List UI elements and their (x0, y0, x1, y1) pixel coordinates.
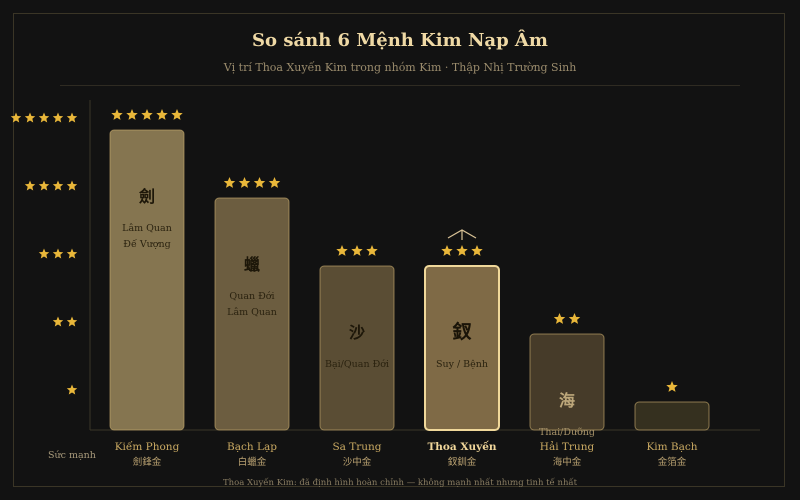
bar (424, 265, 500, 431)
bar-star (366, 245, 378, 256)
y-axis-label: Sức mạnh (48, 450, 96, 461)
bar-star (253, 177, 266, 188)
bar (634, 401, 710, 431)
chart-footnote: Thoa Xuyến Kim: đã định hình hoàn chỉnh … (222, 478, 578, 488)
chart-title: So sánh 6 Mệnh Kim Nạp Âm (252, 30, 548, 51)
bar-stage-label: Quan Đới (229, 291, 274, 302)
bar (109, 129, 185, 431)
bar (214, 197, 290, 431)
bar-star (141, 109, 153, 120)
bar-star (111, 109, 123, 120)
y-tick-star (52, 316, 64, 327)
bar-character: 蠟 (244, 255, 260, 274)
y-tick-star (66, 180, 78, 191)
highlight-marker (447, 229, 477, 240)
y-tick-star (24, 180, 36, 191)
bar-stage-label: Lâm Quan (122, 223, 172, 234)
y-tick-star (66, 112, 78, 123)
bar-star (351, 245, 363, 256)
x-tick-sublabel: 沙中金 (343, 456, 372, 468)
bar-star (171, 109, 183, 120)
x-tick-label: Kim Bạch (646, 441, 697, 453)
bar-character: 沙 (349, 323, 365, 342)
bar-stage-label: Bại/Quan Đới (325, 359, 389, 370)
bar-star (441, 245, 453, 256)
y-tick-star (66, 316, 78, 327)
y-tick-star (38, 180, 50, 191)
bar-character: 海 (559, 391, 575, 410)
bar-star (126, 109, 138, 120)
bar-character: 劍 (138, 187, 155, 206)
bar-star (238, 177, 251, 188)
x-tick-sublabel: 劍鋒金 (133, 456, 162, 468)
bar (319, 265, 395, 431)
bar-star (268, 177, 281, 188)
bar-stage-label: Thai/Dưỡng (539, 427, 595, 438)
y-tick-star (24, 112, 36, 123)
bar-star (471, 245, 483, 256)
x-tick-label: Bạch Lạp (227, 441, 277, 453)
x-tick-sublabel: 白蠟金 (238, 456, 267, 468)
chart-frame (13, 13, 785, 487)
x-tick-label: Kiếm Phong (115, 440, 180, 453)
bar-star (156, 109, 168, 120)
x-tick-sublabel: 海中金 (553, 456, 582, 468)
y-tick-star (52, 248, 64, 259)
bar-stage-label: Đế Vượng (123, 239, 170, 250)
bar-stage-label: Lâm Quan (227, 307, 277, 318)
y-tick-star (66, 384, 78, 395)
x-tick-label: Sa Trung (332, 441, 381, 453)
x-tick-sublabel: 金箔金 (658, 456, 687, 468)
bar-star (336, 245, 348, 256)
y-tick-star (66, 248, 78, 259)
bar-star (553, 313, 566, 324)
x-tick-sublabel: 釵釧金 (448, 456, 477, 468)
title-divider (60, 85, 740, 86)
chart-subtitle: Vị trí Thoa Xuyến Kim trong nhóm Kim · T… (223, 61, 577, 74)
y-tick-star (10, 112, 22, 123)
bar-star (666, 381, 678, 392)
bar-star (456, 245, 468, 256)
bar-star (223, 177, 236, 188)
x-tick-label: Hải Trung (540, 440, 595, 453)
bar-star (568, 313, 581, 324)
y-tick-star (38, 248, 50, 259)
bar-character: 釵 (452, 320, 471, 343)
bar-stage-label: Suy / Bệnh (436, 359, 488, 370)
y-tick-star (38, 112, 50, 123)
y-tick-star (52, 112, 64, 123)
x-tick-label: Thoa Xuyến (427, 440, 496, 453)
y-tick-star (52, 180, 64, 191)
bar (529, 333, 605, 431)
